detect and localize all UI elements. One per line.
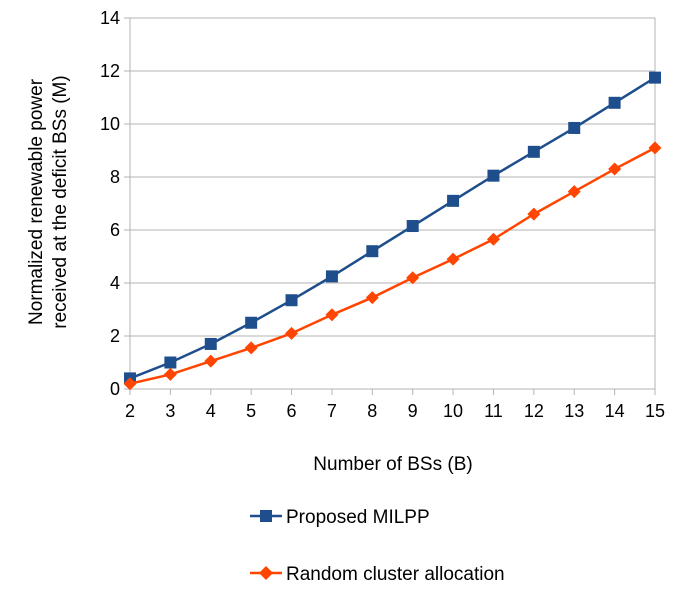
legend-marker-diamond: [259, 566, 273, 580]
x-tick-label-3: 3: [165, 401, 175, 421]
x-tick-label-15: 15: [645, 401, 665, 421]
legend-label-proposed: Proposed MILPP: [286, 507, 430, 528]
x-tick-label-8: 8: [367, 401, 377, 421]
y-tick-label-0: 0: [110, 379, 120, 399]
legend: Proposed MILPP Random cluster allocation: [250, 507, 505, 585]
series: [123, 71, 662, 391]
legend-marker-square: [260, 510, 272, 522]
x-tick-label-14: 14: [605, 401, 625, 421]
y-axis-label-line1: Normalized renewable power: [26, 78, 47, 325]
y-tick-label-8: 8: [110, 167, 120, 187]
x-tick-label-7: 7: [327, 401, 337, 421]
data-point-proposed-13: [568, 121, 581, 134]
y-tick-label-10: 10: [100, 114, 120, 134]
legend-label-random: Random cluster allocation: [286, 564, 505, 585]
y-tick-label-2: 2: [110, 326, 120, 346]
data-point-proposed-10: [447, 194, 460, 207]
data-point-random-9: [406, 271, 420, 285]
data-point-proposed-9: [406, 220, 419, 233]
data-point-proposed-14: [608, 96, 621, 109]
data-point-proposed-11: [487, 169, 500, 182]
data-point-random-11: [486, 232, 500, 246]
x-tick-label-4: 4: [206, 401, 216, 421]
x-tick-label-6: 6: [287, 401, 297, 421]
data-point-proposed-4: [204, 337, 217, 350]
legend-entry-random: Random cluster allocation: [250, 564, 505, 585]
data-point-proposed-3: [164, 356, 177, 369]
data-point-random-4: [204, 354, 218, 368]
data-point-random-10: [446, 252, 460, 266]
x-tick-labels: 2 3 4 5 6 7 8 9 10 11 12 13 14 15: [125, 401, 665, 421]
x-axis-label: Number of BSs (B): [313, 454, 472, 475]
axes: [124, 17, 656, 395]
x-tick-label-12: 12: [524, 401, 544, 421]
y-tick-label-4: 4: [110, 273, 120, 293]
data-point-proposed-8: [366, 245, 379, 258]
gridlines: [130, 17, 655, 390]
data-point-random-8: [365, 291, 379, 305]
data-point-random-12: [527, 207, 541, 221]
data-point-proposed-12: [527, 145, 540, 158]
legend-entry-proposed: Proposed MILPP: [250, 507, 430, 528]
x-tick-label-5: 5: [246, 401, 256, 421]
x-tick-label-11: 11: [484, 401, 503, 421]
data-point-random-15: [648, 141, 662, 155]
y-tick-label-14: 14: [100, 8, 120, 28]
data-point-proposed-7: [325, 270, 338, 283]
x-tick-label-9: 9: [408, 401, 418, 421]
data-point-proposed-6: [285, 294, 298, 307]
x-tick-label-13: 13: [564, 401, 584, 421]
data-point-random-3: [163, 367, 177, 381]
data-point-random-14: [608, 162, 622, 176]
data-point-random-7: [325, 308, 339, 322]
data-point-proposed-5: [245, 316, 258, 329]
data-point-random-2: [123, 377, 137, 391]
y-axis-label-line2: received at the deficit BSs (M): [50, 75, 71, 328]
x-tick-label-2: 2: [125, 401, 135, 421]
series-line-1: [129, 146, 656, 385]
data-point-proposed-15: [649, 71, 661, 84]
data-point-random-13: [567, 185, 581, 199]
series-line-0: [129, 76, 656, 380]
y-tick-label-6: 6: [110, 220, 120, 240]
y-tick-labels: 0 2 4 6 8 10 12 14: [100, 8, 120, 399]
data-point-random-6: [285, 326, 299, 340]
data-point-random-5: [244, 341, 258, 355]
y-tick-label-12: 12: [100, 61, 120, 81]
x-tick-label-10: 10: [443, 401, 463, 421]
